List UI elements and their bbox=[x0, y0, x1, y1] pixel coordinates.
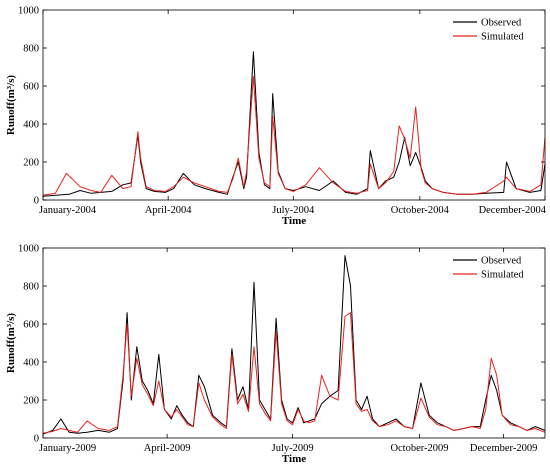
legend: Observed Simulated bbox=[453, 256, 524, 281]
y-tick-label: 400 bbox=[23, 358, 39, 369]
legend-label-observed: Observed bbox=[481, 18, 522, 29]
chart-panel-1: 0 200 400 600 800 1000 January-2004 April-2004 J… bbox=[5, 6, 547, 228]
chart-panel-2: 0 200 400 600 800 1000 January-2009 April-2009 J… bbox=[5, 244, 546, 465]
series-line-observed bbox=[42, 51, 546, 197]
x-tick-label: January-2009 bbox=[39, 443, 96, 454]
legend-label-observed: Observed bbox=[481, 256, 522, 267]
series-line-observed bbox=[42, 255, 546, 435]
x-axis-title: Time bbox=[282, 215, 306, 227]
x-tick-label: July-2004 bbox=[272, 205, 315, 216]
x-tick-label: October-2004 bbox=[391, 205, 450, 216]
y-tick-label: 0 bbox=[34, 434, 39, 445]
y-axis-title: Runoff(m³/s) bbox=[5, 75, 17, 135]
x-tick-label: July-2009 bbox=[272, 443, 314, 454]
y-tick-label: 200 bbox=[23, 158, 39, 169]
y-tick-label: 1000 bbox=[18, 244, 39, 255]
y-tick-label: 400 bbox=[23, 120, 39, 131]
y-tick-label: 600 bbox=[23, 320, 39, 331]
x-tick-label: December-2004 bbox=[479, 205, 547, 216]
legend: Observed Simulated bbox=[453, 18, 524, 43]
y-axis-title: Runoff(m³/s) bbox=[5, 313, 17, 373]
y-tick-label: 200 bbox=[23, 396, 39, 407]
x-tick-label: October-2009 bbox=[390, 443, 448, 454]
y-tick-label: 0 bbox=[34, 196, 39, 207]
plot-frame bbox=[42, 9, 546, 201]
y-tick-label: 600 bbox=[23, 82, 39, 93]
x-tick-label: April-2004 bbox=[145, 205, 192, 216]
legend-label-simulated: Simulated bbox=[481, 270, 524, 281]
y-tick-label: 800 bbox=[23, 44, 39, 55]
y-tick-label: 1000 bbox=[18, 6, 39, 17]
plot-frame bbox=[42, 247, 546, 439]
x-tick-label: April-2009 bbox=[144, 443, 191, 454]
x-tick-label: December-2009 bbox=[470, 443, 537, 454]
series-line-simulated bbox=[42, 76, 546, 196]
series-line-simulated bbox=[42, 312, 546, 434]
x-tick-label: January-2004 bbox=[39, 205, 97, 216]
y-tick-label: 800 bbox=[23, 282, 39, 293]
legend-label-simulated: Simulated bbox=[481, 32, 524, 43]
x-axis-title: Time bbox=[282, 453, 306, 465]
